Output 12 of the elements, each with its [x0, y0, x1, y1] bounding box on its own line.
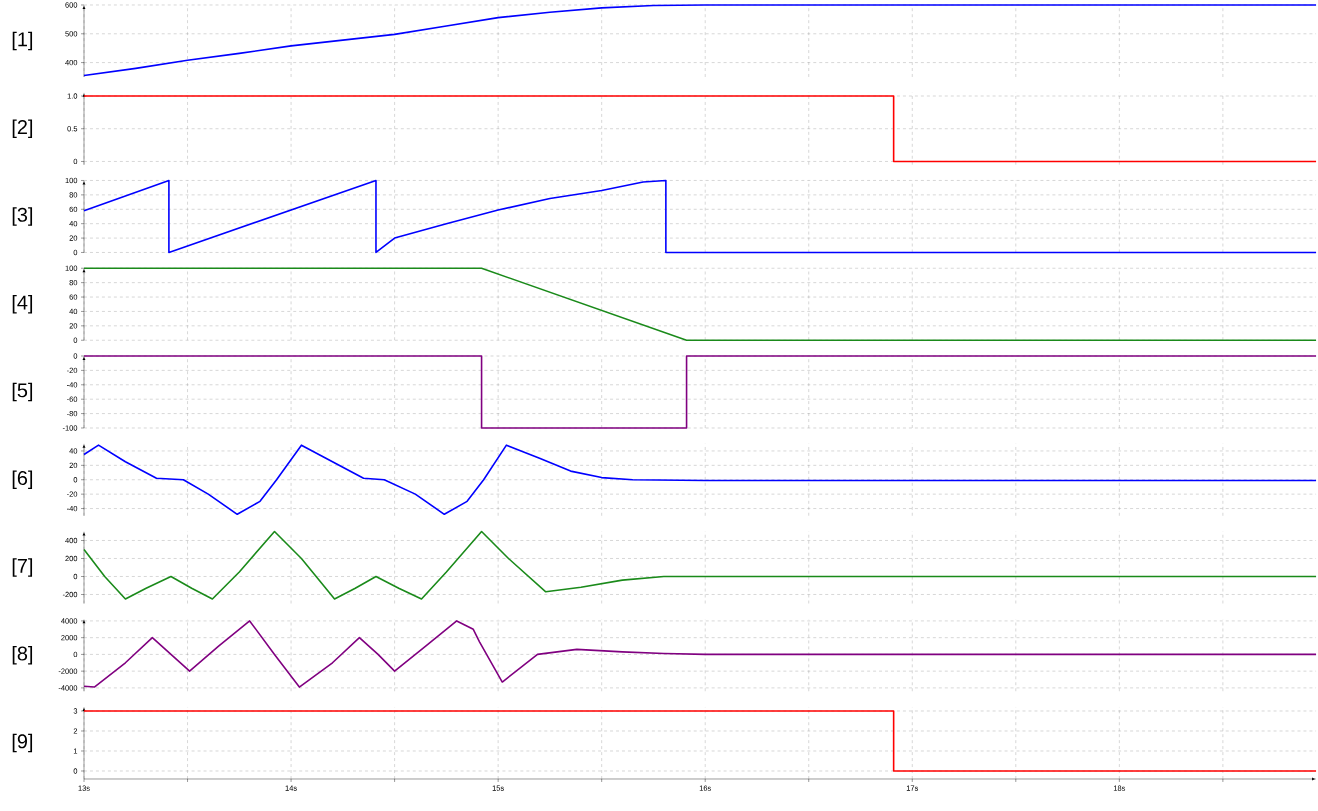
y-axis-title: [6]: [12, 470, 33, 490]
y-axis-title: [9]: [12, 733, 33, 753]
line-series: [83, 4, 1317, 77]
y-axis-title: [2]: [12, 119, 33, 139]
y-axis-title: [7]: [12, 558, 33, 577]
y-axis-title: [8]: [12, 645, 33, 665]
line-series: [83, 444, 1317, 516]
y-axis-title: [4]: [12, 294, 33, 314]
y-axis-title: [1]: [12, 31, 33, 51]
y-axis-title: [5]: [12, 382, 33, 402]
y-axis-title: [3]: [12, 207, 33, 226]
line-series: [83, 179, 1317, 254]
